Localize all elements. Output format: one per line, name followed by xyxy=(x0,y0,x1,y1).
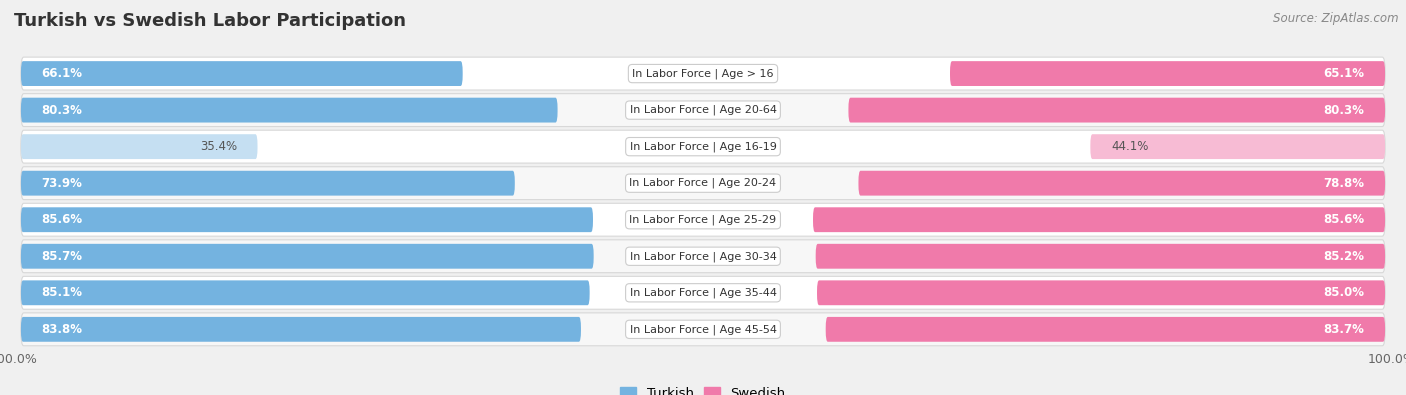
Text: In Labor Force | Age 35-44: In Labor Force | Age 35-44 xyxy=(630,288,776,298)
Text: 78.8%: 78.8% xyxy=(1323,177,1364,190)
Text: In Labor Force | Age 25-29: In Labor Force | Age 25-29 xyxy=(630,214,776,225)
FancyBboxPatch shape xyxy=(825,317,1385,342)
Text: 85.6%: 85.6% xyxy=(1323,213,1364,226)
FancyBboxPatch shape xyxy=(21,207,593,232)
Text: 85.1%: 85.1% xyxy=(42,286,83,299)
Text: 85.6%: 85.6% xyxy=(42,213,83,226)
FancyBboxPatch shape xyxy=(21,61,463,86)
FancyBboxPatch shape xyxy=(21,98,558,122)
Text: 85.7%: 85.7% xyxy=(42,250,83,263)
FancyBboxPatch shape xyxy=(21,203,1385,236)
Text: 66.1%: 66.1% xyxy=(42,67,83,80)
FancyBboxPatch shape xyxy=(21,130,1385,163)
FancyBboxPatch shape xyxy=(21,313,1385,346)
Text: 44.1%: 44.1% xyxy=(1111,140,1149,153)
Text: 83.7%: 83.7% xyxy=(1323,323,1364,336)
FancyBboxPatch shape xyxy=(859,171,1385,196)
FancyBboxPatch shape xyxy=(21,134,257,159)
Text: Turkish vs Swedish Labor Participation: Turkish vs Swedish Labor Participation xyxy=(14,12,406,30)
Text: 83.8%: 83.8% xyxy=(42,323,83,336)
FancyBboxPatch shape xyxy=(21,276,1385,309)
FancyBboxPatch shape xyxy=(1090,134,1385,159)
FancyBboxPatch shape xyxy=(813,207,1385,232)
Text: 73.9%: 73.9% xyxy=(42,177,83,190)
Text: 65.1%: 65.1% xyxy=(1323,67,1364,80)
Text: 85.2%: 85.2% xyxy=(1323,250,1364,263)
FancyBboxPatch shape xyxy=(21,244,593,269)
Text: 35.4%: 35.4% xyxy=(200,140,236,153)
Text: In Labor Force | Age 20-64: In Labor Force | Age 20-64 xyxy=(630,105,776,115)
Text: Source: ZipAtlas.com: Source: ZipAtlas.com xyxy=(1274,12,1399,25)
FancyBboxPatch shape xyxy=(21,57,1385,90)
Text: 80.3%: 80.3% xyxy=(42,103,83,117)
FancyBboxPatch shape xyxy=(21,317,581,342)
Text: 80.3%: 80.3% xyxy=(1323,103,1364,117)
Text: In Labor Force | Age 30-34: In Labor Force | Age 30-34 xyxy=(630,251,776,261)
FancyBboxPatch shape xyxy=(950,61,1385,86)
FancyBboxPatch shape xyxy=(817,280,1385,305)
Text: In Labor Force | Age 20-24: In Labor Force | Age 20-24 xyxy=(630,178,776,188)
Legend: Turkish, Swedish: Turkish, Swedish xyxy=(614,381,792,395)
Text: In Labor Force | Age 45-54: In Labor Force | Age 45-54 xyxy=(630,324,776,335)
Text: In Labor Force | Age > 16: In Labor Force | Age > 16 xyxy=(633,68,773,79)
FancyBboxPatch shape xyxy=(848,98,1385,122)
FancyBboxPatch shape xyxy=(815,244,1385,269)
Text: In Labor Force | Age 16-19: In Labor Force | Age 16-19 xyxy=(630,141,776,152)
FancyBboxPatch shape xyxy=(21,167,1385,199)
Text: 85.0%: 85.0% xyxy=(1323,286,1364,299)
FancyBboxPatch shape xyxy=(21,240,1385,273)
FancyBboxPatch shape xyxy=(21,94,1385,126)
FancyBboxPatch shape xyxy=(21,171,515,196)
FancyBboxPatch shape xyxy=(21,280,589,305)
